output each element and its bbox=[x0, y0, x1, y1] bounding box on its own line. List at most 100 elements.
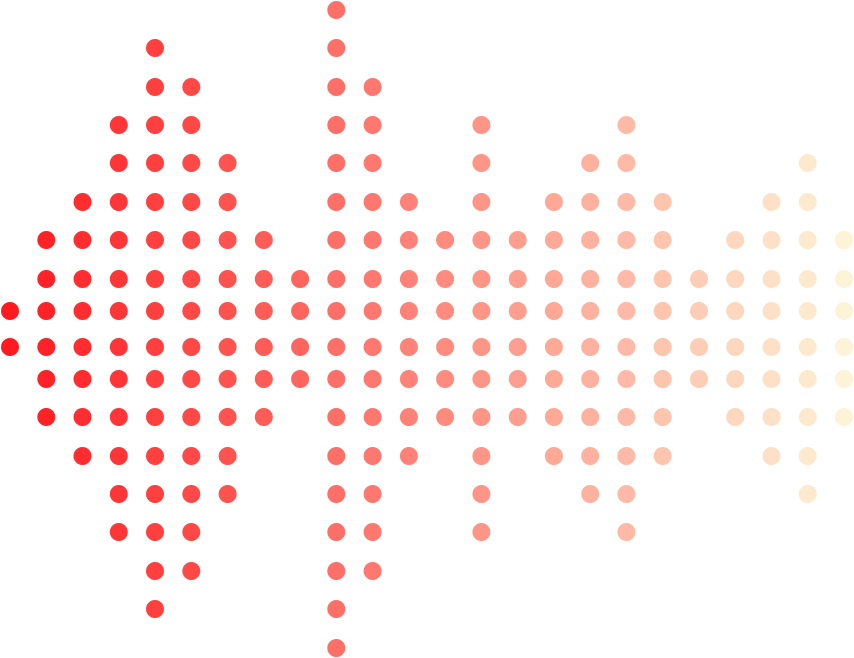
dot bbox=[218, 231, 237, 249]
dot bbox=[327, 639, 346, 657]
dot bbox=[73, 193, 92, 211]
dot bbox=[399, 302, 418, 320]
dot bbox=[254, 302, 273, 320]
dot bbox=[472, 338, 491, 356]
dot bbox=[544, 302, 563, 320]
dot bbox=[617, 370, 636, 388]
dot bbox=[146, 523, 164, 541]
dot bbox=[146, 154, 164, 172]
dot bbox=[617, 523, 636, 541]
dot bbox=[653, 270, 672, 288]
dot-column bbox=[436, 231, 455, 426]
dot-column bbox=[182, 78, 201, 580]
dot bbox=[617, 408, 636, 426]
dot bbox=[835, 302, 853, 320]
dot bbox=[363, 231, 382, 249]
dot bbox=[109, 270, 128, 288]
dot-column bbox=[762, 193, 781, 465]
dot bbox=[653, 193, 672, 211]
dot bbox=[436, 370, 455, 388]
dot bbox=[73, 338, 92, 356]
dot-column bbox=[109, 116, 128, 541]
dot bbox=[762, 270, 781, 288]
dot bbox=[146, 408, 164, 426]
dot bbox=[690, 338, 708, 356]
dot-column bbox=[73, 193, 92, 465]
dot bbox=[146, 338, 164, 356]
dot-column bbox=[1, 302, 19, 356]
dot bbox=[835, 408, 853, 426]
dot bbox=[218, 485, 237, 503]
dot bbox=[182, 338, 201, 356]
dot-column bbox=[544, 193, 563, 465]
dot bbox=[798, 485, 817, 503]
dot bbox=[399, 338, 418, 356]
dot bbox=[581, 193, 600, 211]
dot bbox=[363, 523, 382, 541]
dot bbox=[508, 270, 527, 288]
dot bbox=[544, 193, 563, 211]
dot bbox=[472, 270, 491, 288]
dot bbox=[399, 193, 418, 211]
dot bbox=[146, 485, 164, 503]
dot-column bbox=[254, 231, 273, 426]
dot bbox=[182, 408, 201, 426]
dot bbox=[291, 370, 310, 388]
dot bbox=[472, 523, 491, 541]
dot-column bbox=[472, 116, 491, 541]
dot bbox=[182, 370, 201, 388]
dot bbox=[762, 193, 781, 211]
dot-column bbox=[690, 270, 708, 388]
dot bbox=[146, 39, 164, 57]
dot bbox=[835, 231, 853, 249]
dot bbox=[146, 78, 164, 96]
dot bbox=[544, 408, 563, 426]
dot bbox=[73, 231, 92, 249]
dot bbox=[146, 193, 164, 211]
dot bbox=[472, 193, 491, 211]
dot bbox=[218, 302, 237, 320]
dot bbox=[37, 231, 56, 249]
dot-column bbox=[726, 231, 745, 426]
dot bbox=[254, 338, 273, 356]
dot bbox=[617, 231, 636, 249]
dot bbox=[327, 447, 346, 465]
dot bbox=[617, 270, 636, 288]
dot bbox=[581, 447, 600, 465]
dot bbox=[726, 408, 745, 426]
dot bbox=[436, 231, 455, 249]
dot bbox=[182, 78, 201, 96]
dot bbox=[472, 154, 491, 172]
dot bbox=[617, 193, 636, 211]
dot bbox=[146, 600, 164, 618]
dot bbox=[146, 270, 164, 288]
dot bbox=[653, 338, 672, 356]
dot bbox=[73, 302, 92, 320]
dot-column bbox=[146, 39, 164, 618]
dot bbox=[798, 370, 817, 388]
dot bbox=[363, 270, 382, 288]
dot bbox=[327, 116, 346, 134]
dot bbox=[327, 154, 346, 172]
dot bbox=[798, 338, 817, 356]
dot bbox=[327, 370, 346, 388]
dot bbox=[363, 485, 382, 503]
dot bbox=[798, 231, 817, 249]
dot bbox=[508, 408, 527, 426]
dot bbox=[653, 447, 672, 465]
dot bbox=[327, 231, 346, 249]
dot bbox=[327, 78, 346, 96]
dot bbox=[653, 302, 672, 320]
dot bbox=[690, 370, 708, 388]
dot bbox=[653, 408, 672, 426]
dot bbox=[182, 270, 201, 288]
dot bbox=[472, 116, 491, 134]
dot bbox=[363, 562, 382, 580]
dot bbox=[109, 523, 128, 541]
dot bbox=[508, 231, 527, 249]
dot bbox=[73, 370, 92, 388]
dot bbox=[363, 154, 382, 172]
dot bbox=[327, 600, 346, 618]
dot bbox=[363, 193, 382, 211]
dot bbox=[690, 270, 708, 288]
